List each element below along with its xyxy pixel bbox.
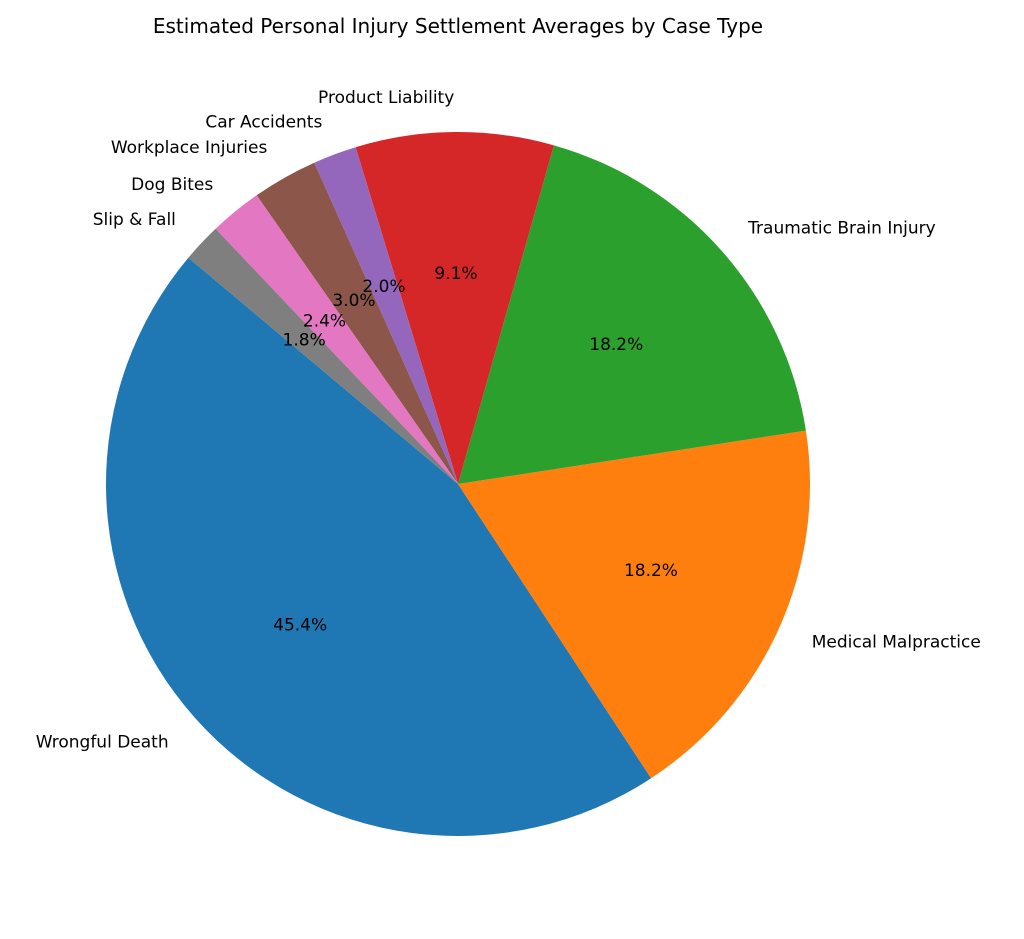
slice-label: Product Liability <box>318 88 454 108</box>
slice-label: Car Accidents <box>205 112 322 132</box>
pie-slice <box>256 162 458 485</box>
chart-title: Estimated Personal Injury Settlement Ave… <box>153 14 763 38</box>
slice-percent-label: 18.2% <box>624 561 678 581</box>
slice-label: Wrongful Death <box>36 732 169 752</box>
slice-percent-label: 3.0% <box>332 291 375 311</box>
slice-percent-label: 2.4% <box>303 311 346 331</box>
slice-percent-label: 9.1% <box>434 264 477 284</box>
slice-percent-label: 45.4% <box>273 615 327 635</box>
pie-slice <box>215 195 458 484</box>
pie-slice <box>188 228 458 484</box>
pie-slice <box>314 147 458 484</box>
pie-slice <box>106 257 652 836</box>
slice-percent-label: 1.8% <box>283 330 326 350</box>
slice-label: Dog Bites <box>131 175 213 195</box>
slice-label: Traumatic Brain Injury <box>747 219 936 239</box>
slice-label: Workplace Injuries <box>111 138 268 158</box>
slice-percent-label: 2.0% <box>362 277 405 297</box>
slice-label: Medical Malpractice <box>812 632 981 652</box>
slice-percent-label: 18.2% <box>589 335 643 355</box>
pie-slice <box>458 145 806 485</box>
pie-slice <box>458 430 810 779</box>
pie-slice <box>355 132 554 484</box>
slice-label: Slip & Fall <box>93 210 176 230</box>
